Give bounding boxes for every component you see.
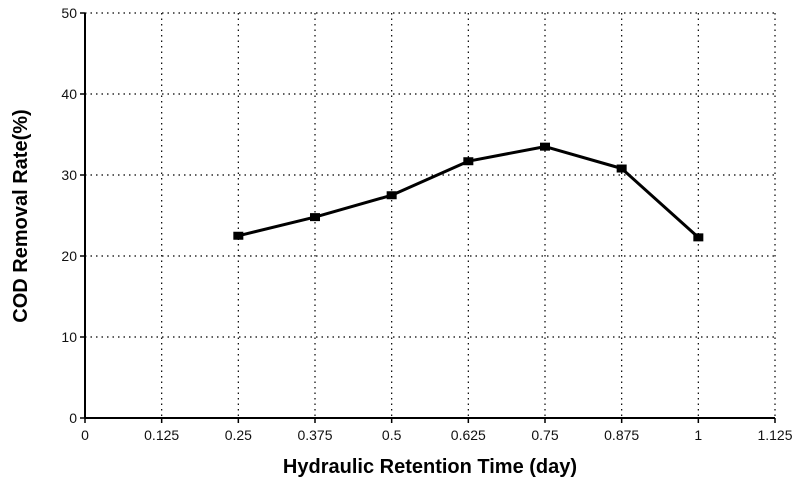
x-tick-label: 0 xyxy=(81,427,89,443)
data-point-marker xyxy=(310,213,320,222)
y-tick-label: 10 xyxy=(61,329,77,345)
data-point-marker xyxy=(540,142,550,151)
data-point-marker xyxy=(386,191,397,200)
y-tick-label: 50 xyxy=(61,5,77,21)
series-group xyxy=(233,142,704,242)
x-tick-label: 0.375 xyxy=(297,427,332,443)
y-tick-label: 40 xyxy=(61,86,77,102)
data-point-marker xyxy=(463,157,474,166)
y-tick-label: 0 xyxy=(69,410,77,426)
x-tick-label: 0.75 xyxy=(531,427,558,443)
axes xyxy=(80,12,776,423)
data-point-marker xyxy=(616,164,627,173)
x-tick-label: 0.25 xyxy=(225,427,252,443)
data-point-marker xyxy=(693,233,704,242)
x-axis-title: Hydraulic Retention Time (day) xyxy=(283,456,577,478)
y-tick-labels: 0 10 20 30 40 50 xyxy=(61,5,77,426)
x-tick-label: 0.125 xyxy=(144,427,179,443)
y-axis-title: COD Removal Rate(%) xyxy=(10,109,32,322)
x-tick-label: 1 xyxy=(694,427,702,443)
y-tick-label: 20 xyxy=(61,248,77,264)
x-tick-label: 0.875 xyxy=(604,427,639,443)
x-tick-label: 0.625 xyxy=(451,427,486,443)
y-tick-label: 30 xyxy=(61,167,77,183)
x-tick-labels: 0 0.125 0.25 0.375 0.5 0.625 0.75 0.875 1 1.125 xyxy=(81,427,793,443)
grid-lines xyxy=(85,12,776,418)
data-point-marker xyxy=(233,231,244,240)
x-tick-label: 0.5 xyxy=(382,427,402,443)
x-tick-label: 1.125 xyxy=(757,427,792,443)
